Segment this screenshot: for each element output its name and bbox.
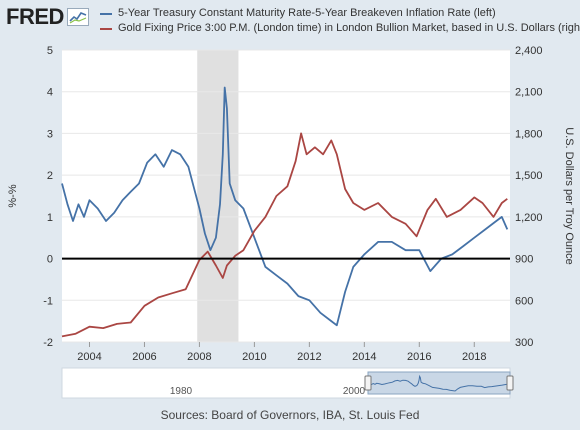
chart-legend: 5-Year Treasury Constant Maturity Rate-5… [100, 6, 580, 36]
y-tick-label-right: 1,800 [515, 128, 543, 140]
y-tick-label-left: -2 [43, 337, 53, 349]
series-line-treasury [61, 86, 509, 327]
recession-band [197, 50, 239, 342]
x-tick-label: 2012 [297, 351, 321, 363]
y-tick-label-right: 600 [515, 295, 533, 307]
legend-item-treasury[interactable]: 5-Year Treasury Constant Maturity Rate-5… [100, 6, 580, 21]
fred-logo[interactable]: FRED [6, 4, 89, 30]
x-tick-label: 2008 [187, 351, 211, 363]
source-note: Sources: Board of Governors, IBA, St. Lo… [160, 408, 420, 422]
navigator-series [367, 374, 510, 392]
plot-area [62, 50, 510, 342]
y-axis-title-right: U.S. Dollars per Troy Ounce [563, 127, 575, 265]
series-line-gold [61, 132, 508, 338]
x-tick-label: 2004 [77, 351, 101, 363]
y-tick-label-left: 4 [47, 87, 53, 99]
x-tick-label: 2014 [352, 351, 376, 363]
y-tick-label-left: 3 [47, 128, 53, 140]
navigator-label: 2000 [343, 386, 366, 397]
y-tick-label-right: 900 [515, 254, 533, 266]
legend-label-gold: Gold Fixing Price 3:00 P.M. (London time… [118, 22, 580, 34]
logo-text: FRED [6, 4, 64, 29]
y-tick-label-right: 2,400 [515, 45, 543, 57]
y-tick-label-right: 300 [515, 337, 533, 349]
y-tick-label-right: 1,200 [515, 212, 543, 224]
y-tick-label-right: 2,100 [515, 87, 543, 99]
legend-swatch-treasury [100, 12, 112, 15]
y-tick-label-left: 2 [47, 170, 53, 182]
y-tick-label-right: 1,500 [515, 170, 543, 182]
legend-swatch-gold [100, 27, 112, 30]
y-tick-label-left: 0 [47, 254, 53, 266]
navigator-label: 1980 [170, 386, 193, 397]
x-tick-label: 2010 [242, 351, 266, 363]
y-tick-label-left: 1 [47, 212, 53, 224]
chart-line-icon [66, 8, 89, 26]
navigator-handle-left[interactable] [364, 375, 372, 391]
x-tick-label: 2018 [462, 351, 486, 363]
legend-item-gold[interactable]: Gold Fixing Price 3:00 P.M. (London time… [100, 21, 580, 36]
navigator-handle-right[interactable] [506, 375, 514, 391]
x-tick-label: 2016 [407, 351, 431, 363]
x-tick-label: 2006 [132, 351, 156, 363]
y-axis-title-left: %-% [7, 184, 19, 207]
y-tick-label-left: -1 [43, 295, 53, 307]
y-tick-label-left: 5 [47, 45, 53, 57]
legend-label-treasury: 5-Year Treasury Constant Maturity Rate-5… [118, 7, 496, 19]
